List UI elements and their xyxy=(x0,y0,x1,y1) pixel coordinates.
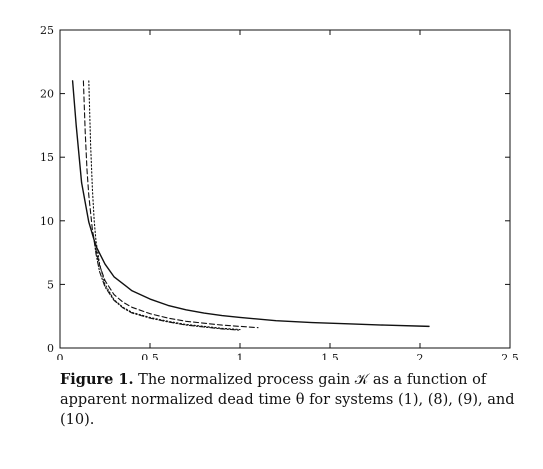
series-line-dashed xyxy=(82,80,259,329)
figure-caption: Figure 1. The normalized process gain 𝒦 … xyxy=(60,370,530,430)
x-tick-label: 1 xyxy=(237,352,244,360)
y-tick-label: 20 xyxy=(40,88,54,101)
x-tick-label: 0.5 xyxy=(141,352,159,360)
caption-text: The normalized process gain 𝒦 as a funct… xyxy=(60,372,515,428)
series-line-dotted xyxy=(88,80,241,331)
x-tick-label: 1.5 xyxy=(321,352,339,360)
axis-ticks: 0 0.5 1 1.5 2 2.5 0 5 10 15 20 25 xyxy=(40,24,519,360)
x-tick-label: 0 xyxy=(57,352,64,360)
y-tick-label: 25 xyxy=(40,24,54,37)
y-tick-label: 0 xyxy=(47,342,54,355)
y-tick-label: 5 xyxy=(47,278,54,291)
caption-label: Figure 1. xyxy=(60,371,134,388)
series-line-solid xyxy=(71,80,430,328)
series-line-dashdot xyxy=(93,240,241,331)
y-tick-label: 15 xyxy=(40,151,54,164)
x-tick-label: 2 xyxy=(417,352,424,360)
plot-frame xyxy=(59,29,511,349)
chart: 0 0.5 1 1.5 2 2.5 0 5 10 15 20 25 xyxy=(40,24,519,360)
y-tick-label: 10 xyxy=(40,215,54,228)
data-series xyxy=(71,80,430,331)
x-tick-label: 2.5 xyxy=(501,352,519,360)
